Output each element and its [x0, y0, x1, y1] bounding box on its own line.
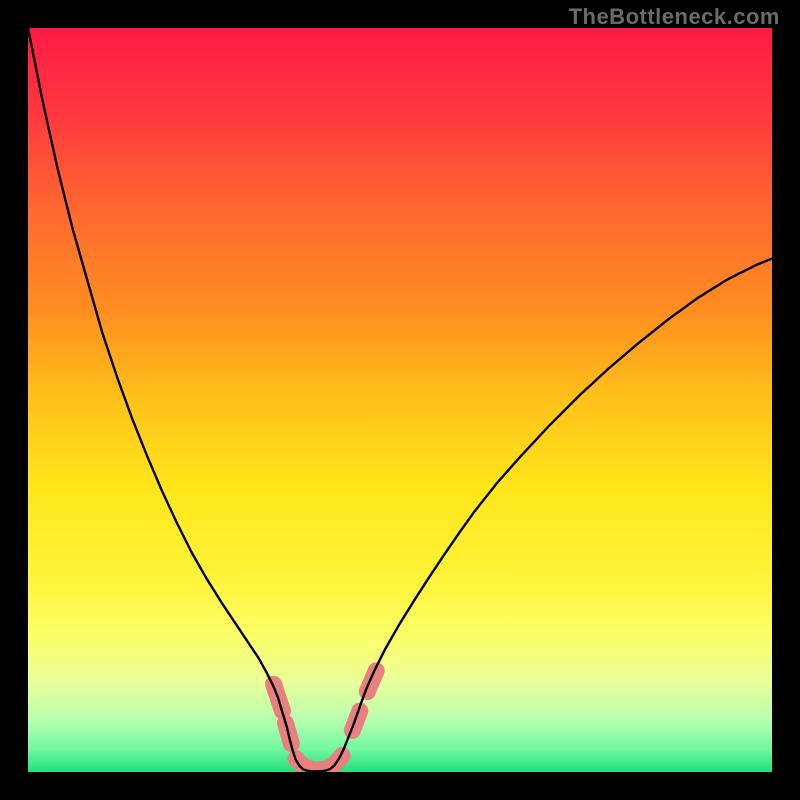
outer-frame: TheBottleneck.com: [0, 0, 800, 800]
chart-svg: [28, 28, 772, 772]
watermark-text: TheBottleneck.com: [569, 4, 780, 30]
gradient-background: [28, 28, 772, 772]
plot-area: [28, 28, 772, 772]
